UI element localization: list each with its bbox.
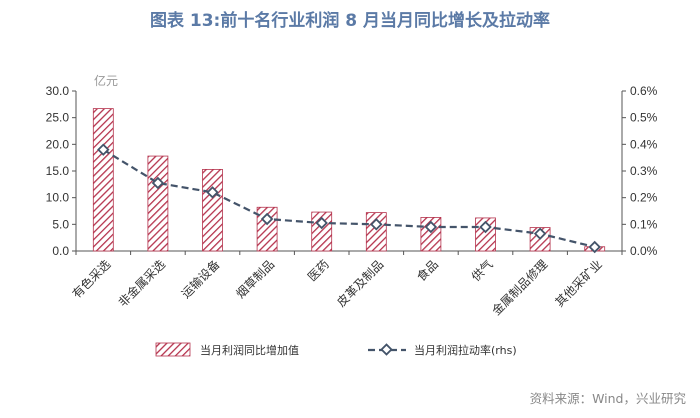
y-right-tick-label: 0.0%	[630, 244, 658, 258]
category-label: 供气	[468, 257, 496, 285]
line-point	[97, 143, 110, 156]
y-left-tick-label: 10.0	[46, 191, 70, 205]
line-series	[97, 143, 601, 254]
y-right-tick-label: 0.1%	[630, 217, 658, 231]
bar	[147, 155, 169, 252]
y-right-tick-label: 0.2%	[630, 191, 658, 205]
y-left-tick-label: 25.0	[46, 111, 70, 125]
y-left-unit: 亿元	[94, 73, 118, 88]
category-label: 烟草制品	[233, 257, 277, 301]
category-label: 其他采矿业	[552, 257, 604, 309]
line-point	[151, 176, 165, 190]
line-point	[370, 218, 383, 231]
category-label: 有色采选	[70, 257, 114, 301]
series-line	[102, 148, 595, 249]
y-right-tick-label: 0.5%	[630, 111, 658, 125]
category-label: 医药	[305, 257, 332, 284]
line-point	[533, 227, 547, 240]
category-label: 金属制品修理	[489, 257, 551, 319]
category-label: 皮革及制品	[334, 257, 386, 309]
category-label: 运输设备	[178, 257, 223, 302]
bar	[365, 212, 387, 252]
line-point	[260, 212, 274, 226]
y-left-tick-label: 5.0	[52, 217, 69, 231]
line-point	[206, 186, 219, 199]
y-left-tick-label: 15.0	[46, 164, 70, 178]
legend-swatch-marker	[380, 343, 393, 356]
y-right-tick-label: 0.4%	[630, 137, 658, 151]
bar	[92, 108, 114, 252]
line-point	[588, 240, 601, 254]
category-label: 食品	[413, 257, 441, 285]
y-left-tick-label: 20.0	[46, 137, 70, 151]
y-left-tick-label: 30.0	[46, 84, 70, 98]
legend-label-bar: 当月利润同比增加值	[200, 343, 299, 357]
line-point	[424, 220, 438, 234]
y-left-tick-label: 0.0	[52, 244, 69, 258]
y-right-tick-label: 0.3%	[630, 164, 658, 178]
line-point	[479, 220, 492, 234]
y-right-tick-label: 0.6%	[630, 84, 658, 98]
legend-label-line: 当月利润拉动率(rhs)	[414, 343, 517, 357]
bar-series	[92, 108, 606, 252]
legend: 当月利润同比增加值 当月利润拉动率(rhs)	[155, 342, 517, 357]
category-label: 非金属采选	[115, 257, 168, 310]
chart-title: 图表 13:前十名行业利润 8 月当月同比增长及拉动率	[149, 11, 551, 31]
source-note: 资料来源：Wind，兴业研究	[529, 391, 686, 406]
legend-swatch-bar	[155, 342, 191, 357]
line-point	[315, 216, 328, 230]
axes: 0.0 5.0 10.0 15.0 20.0 25.0 30.0 0.0% 0.1% 0.2% 0.…	[46, 73, 658, 258]
bar	[202, 168, 223, 252]
